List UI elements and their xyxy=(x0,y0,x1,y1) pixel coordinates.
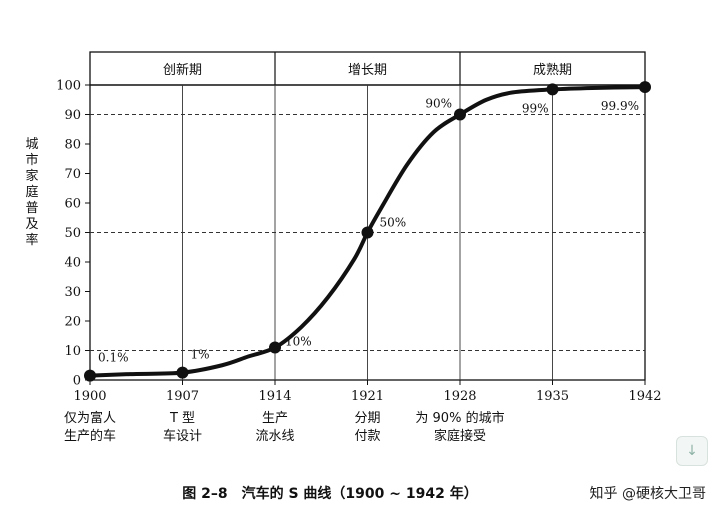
x-tick-label: 1942 xyxy=(628,389,661,404)
y-tick-label: 20 xyxy=(64,315,81,330)
data-label: 10% xyxy=(285,335,312,349)
y-tick-label: 40 xyxy=(64,256,81,271)
phase-label: 成熟期 xyxy=(533,62,572,78)
y-tick-label: 0 xyxy=(73,374,81,389)
y-tick-label: 30 xyxy=(64,285,81,300)
x-annotation: 家庭接受 xyxy=(434,428,486,444)
data-label: 0.1% xyxy=(98,351,129,365)
data-label: 1% xyxy=(191,348,210,362)
x-annotation: 生产 xyxy=(262,411,288,426)
x-annotation: 仅为富人 xyxy=(64,410,116,426)
data-label: 90% xyxy=(425,97,452,111)
x-annotation: T 型 xyxy=(169,411,195,426)
y-tick-label: 70 xyxy=(64,167,81,182)
y-tick-label: 80 xyxy=(64,138,81,153)
y-tick-label: 100 xyxy=(56,79,81,94)
x-annotation: 流水线 xyxy=(255,429,294,444)
phase-label: 增长期 xyxy=(348,63,387,78)
x-tick-label: 1914 xyxy=(258,389,291,404)
x-annotation: 车设计 xyxy=(163,428,202,444)
x-tick-label: 1900 xyxy=(73,389,106,404)
data-point xyxy=(546,83,559,96)
x-tick-label: 1928 xyxy=(443,389,476,404)
phase-label: 创新期 xyxy=(163,62,202,78)
x-annotation: 分期 xyxy=(354,411,380,426)
figure-caption: 图 2–8 汽车的 S 曲线（1900 ~ 1942 年） xyxy=(182,485,477,502)
x-annotation: 为 90% 的城市 xyxy=(415,410,504,426)
y-tick-label: 90 xyxy=(64,108,81,123)
y-tick-label: 10 xyxy=(64,344,81,359)
x-tick-label: 1921 xyxy=(351,389,384,404)
y-tick-label: 50 xyxy=(64,226,81,241)
arrow-down-icon[interactable]: ↓ xyxy=(676,436,708,466)
data-point xyxy=(176,366,189,379)
data-point xyxy=(639,81,651,94)
data-point xyxy=(454,108,466,121)
y-axis-label: 城市家庭普及率 xyxy=(25,137,38,248)
data-point xyxy=(269,341,281,354)
x-annotation: 付款 xyxy=(354,429,380,444)
data-label: 99.9% xyxy=(601,99,639,113)
data-label: 99% xyxy=(522,101,549,115)
x-tick-label: 1935 xyxy=(536,389,569,404)
data-point xyxy=(361,226,374,239)
watermark: 知乎 @硬核大卫哥 xyxy=(590,485,706,502)
y-tick-label: 60 xyxy=(64,197,81,212)
x-annotation: 生产的车 xyxy=(64,428,116,444)
x-tick-label: 1907 xyxy=(166,389,199,404)
data-label: 50% xyxy=(380,216,407,230)
data-point xyxy=(84,369,96,382)
